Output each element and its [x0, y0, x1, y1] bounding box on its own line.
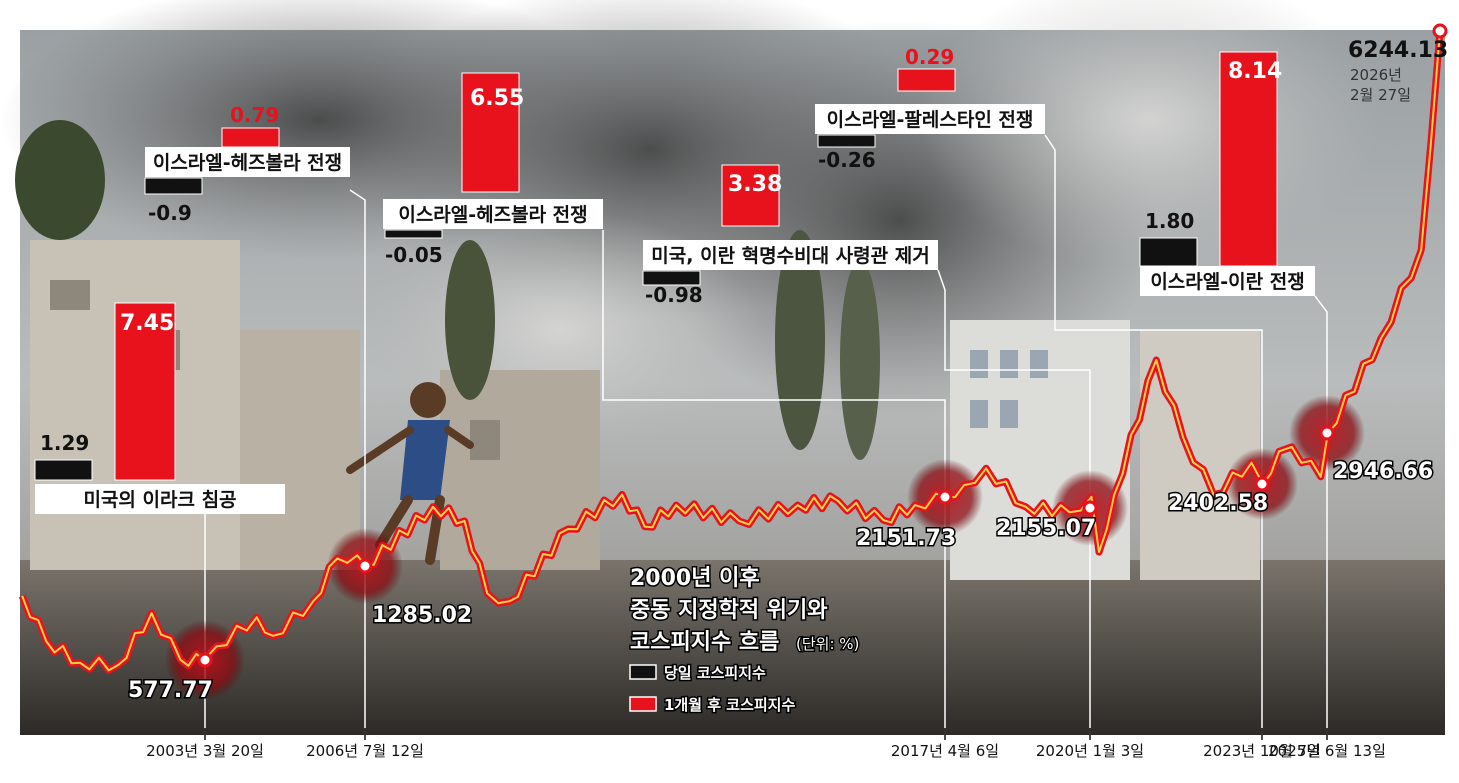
same-day-bar-1	[144, 177, 203, 195]
event-date-4: 2023년 10월 7일	[1203, 742, 1321, 760]
event-kospi-value-0: 577.77	[128, 678, 213, 703]
leader-line-2	[602, 230, 946, 740]
event-bar-group-1: -0.9 0.79 이스라엘-헤즈볼라 전쟁	[144, 103, 350, 225]
event-label-box-3	[643, 240, 938, 270]
event-label-5: 이스라엘-이란 전쟁	[1150, 271, 1304, 293]
event-label-box-5	[1140, 266, 1315, 296]
date-labels: 2003년 3월 20일 2006년 7월 12일 2017년 4월 6일 2020년…	[146, 728, 1386, 760]
legend-label-same-day: 당일 코스피지수	[664, 664, 766, 682]
event-date-3: 2020년 1월 3일	[1036, 742, 1144, 760]
event-date-5: 2025년 6월 13일	[1268, 742, 1386, 760]
event-label-box-1	[145, 147, 350, 177]
month-after-value-1: 0.79	[230, 103, 279, 127]
month-after-bar-0	[114, 302, 176, 481]
event-bar-group-0: 1.29 7.45 미국의 이라크 침공	[34, 302, 285, 514]
event-label-2: 이스라엘-헤즈볼라 전쟁	[398, 204, 587, 226]
event-kospi-value-4: 2402.58	[1168, 491, 1268, 516]
kospi-line-inner	[21, 30, 1441, 672]
event-bar-group-4: -0.26 0.29 이스라엘-팔레스타인 전쟁	[815, 45, 1045, 172]
event-date-0: 2003년 3월 20일	[146, 742, 264, 760]
chart-title-block: 2000년 이후 중동 지정학적 위기와 코스피지수 흐름 (단위: %) 당일…	[629, 565, 861, 716]
event-point-marker-0	[197, 652, 213, 668]
event-bar-group-3: -0.98 3.38 미국, 이란 혁명수비대 사령관 제거	[642, 164, 938, 307]
event-label-box-4	[815, 104, 1045, 134]
latest-value: 6244.13	[1348, 38, 1448, 63]
event-kospi-value-2: 2151.73	[856, 526, 956, 551]
same-day-value-1: -0.9	[148, 201, 192, 225]
event-point-marker-3	[1082, 500, 1098, 516]
event-label-3: 미국, 이란 혁명수비대 사령관 제거	[651, 245, 929, 267]
month-after-bar-4	[897, 68, 956, 92]
event-label-box-0	[35, 484, 285, 514]
leader-line-5	[1314, 295, 1328, 740]
same-day-bar-3	[642, 270, 701, 286]
event-label-0: 미국의 이라크 침공	[83, 489, 236, 511]
month-after-bar-5	[1219, 51, 1278, 267]
event-kospi-value-5: 2946.66	[1333, 459, 1433, 484]
event-label-4: 이스라엘-팔레스타인 전쟁	[827, 109, 1034, 131]
unit-label: (단위: %)	[796, 635, 859, 653]
title-line-1: 2000년 이후	[630, 566, 760, 591]
month-after-value-2: 6.55	[470, 86, 524, 111]
event-point-marker-4	[1254, 476, 1270, 492]
same-day-bar-0	[34, 459, 93, 481]
leader-lines	[204, 134, 1328, 740]
event-date-1: 2006년 7월 12일	[306, 742, 424, 760]
leader-line-4	[1044, 134, 1263, 740]
legend-swatch-same-day	[629, 664, 657, 680]
leader-line-3	[937, 269, 1091, 740]
same-day-value-2: -0.05	[385, 243, 443, 267]
month-after-value-5: 8.14	[1228, 59, 1282, 84]
event-point-marker-1	[357, 558, 373, 574]
same-day-bar-5	[1139, 237, 1198, 267]
month-after-bar-3	[721, 164, 780, 227]
latest-point-marker	[1432, 23, 1448, 39]
same-day-bar-4	[817, 134, 876, 148]
same-day-value-4: -0.26	[818, 148, 876, 172]
same-day-value-0: 1.29	[40, 431, 89, 455]
event-point-marker-5	[1319, 425, 1335, 441]
same-day-bar-2	[384, 229, 443, 239]
month-after-value-0: 7.45	[120, 311, 174, 336]
event-kospi-value-3: 2155.07	[996, 516, 1096, 541]
title-line-2: 중동 지정학적 위기와	[630, 598, 827, 623]
event-bar-group-5: 1.80 8.14 이스라엘-이란 전쟁	[1139, 51, 1315, 296]
latest-value-block: 6244.13 2026년 2월 27일	[1348, 38, 1448, 104]
latest-date-day: 2월 27일	[1350, 86, 1411, 104]
month-after-bar-2	[461, 72, 520, 193]
event-bar-group-2: -0.05 6.55 이스라엘-헤즈볼라 전쟁	[383, 72, 603, 267]
kospi-line-layer	[18, 30, 1444, 674]
legend-label-month-after: 1개월 후 코스피지수	[664, 696, 795, 714]
legend-swatch-month-after	[629, 696, 657, 712]
same-day-value-5: 1.80	[1145, 209, 1194, 233]
event-markers: 577.77 1285.02 2151.73 2155.07 2402.58 2946.6…	[127, 23, 1448, 705]
month-after-bar-1	[221, 127, 280, 148]
latest-date-year: 2026년	[1350, 66, 1402, 84]
event-kospi-value-1: 1285.02	[372, 603, 472, 628]
same-day-value-3: -0.98	[645, 283, 703, 307]
title-line-3: 코스피지수 흐름	[630, 630, 779, 655]
event-date-2: 2017년 4월 6일	[891, 742, 999, 760]
event-label-box-2	[383, 199, 603, 229]
month-after-value-4: 0.29	[905, 45, 954, 69]
month-after-value-3: 3.38	[728, 172, 782, 197]
event-point-marker-2	[937, 489, 953, 505]
event-label-1: 이스라엘-헤즈볼라 전쟁	[153, 152, 342, 174]
